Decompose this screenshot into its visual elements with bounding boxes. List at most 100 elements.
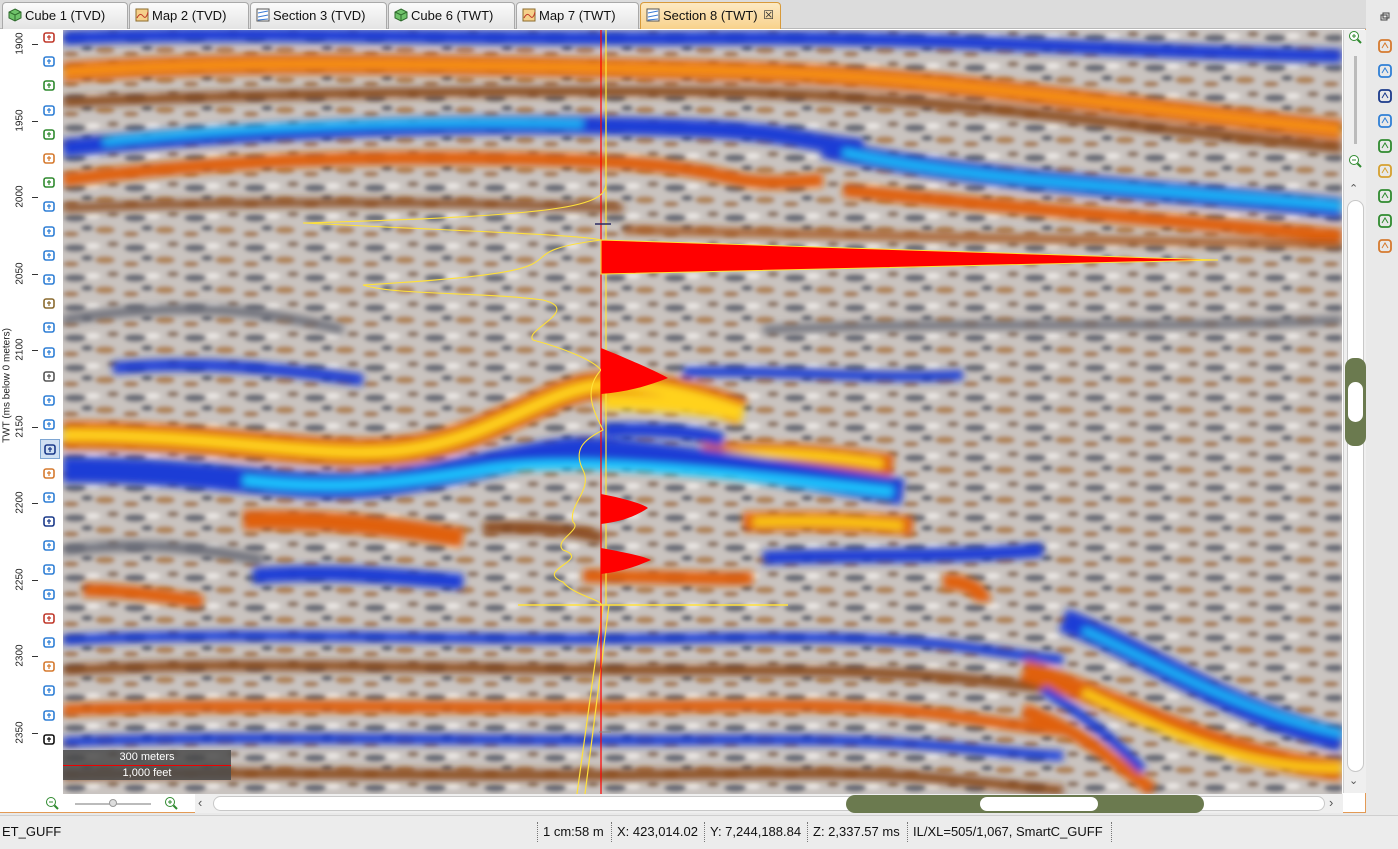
vertical-zoom-slider[interactable]: [1354, 56, 1357, 144]
down-icon[interactable]: [40, 730, 60, 750]
annotate-icon[interactable]: [40, 246, 60, 266]
map-tool-icon[interactable]: [1376, 237, 1394, 255]
crop-icon[interactable]: [40, 318, 60, 338]
marker-icon[interactable]: [40, 609, 60, 629]
next-view-icon[interactable]: [40, 173, 60, 193]
vertical-scrollbar[interactable]: ⌃ ⌄: [1343, 30, 1366, 793]
axis-tick-label: 2200: [14, 491, 26, 514]
axis-tick-mark: [32, 44, 38, 45]
split-icon[interactable]: [40, 585, 60, 605]
seismic-section-canvas[interactable]: [63, 30, 1342, 794]
tab-label: Cube 6 (TWT): [411, 8, 494, 23]
layer-icon[interactable]: [40, 343, 60, 363]
axis-tick-label: 2050: [14, 261, 26, 285]
scale-feet: 1,000 feet: [63, 765, 231, 780]
stretch-icon[interactable]: [40, 294, 60, 314]
nav-up-icon[interactable]: [40, 28, 60, 48]
settings-icon[interactable]: [40, 391, 60, 411]
axis-tick-label: 1950: [14, 108, 26, 132]
scroll-down-arrow[interactable]: ⌄: [1349, 775, 1359, 787]
axis-tick-mark: [32, 350, 38, 351]
faults-icon[interactable]: [1376, 187, 1394, 205]
tab-map-7[interactable]: Map 7 (TWT): [516, 2, 639, 29]
axis-tick-mark: [32, 579, 38, 581]
zoom-in-icon[interactable]: [164, 796, 178, 810]
axis-tick-mark: [32, 120, 38, 122]
axis-tick-label: 2350: [14, 720, 26, 744]
properties-icon[interactable]: [40, 367, 60, 387]
status-project: ET_GUFF: [2, 824, 62, 839]
attribute-icon[interactable]: [40, 488, 60, 508]
close-tab-icon[interactable]: ☒: [763, 8, 774, 22]
correlate-icon[interactable]: [40, 657, 60, 677]
scroll-up-arrow[interactable]: ⌃: [1349, 183, 1359, 195]
vertical-scroll-thumb[interactable]: [1345, 358, 1366, 446]
pick-icon[interactable]: [40, 222, 60, 242]
interpret-icon[interactable]: [1376, 87, 1394, 105]
zoom-region-icon[interactable]: [40, 52, 60, 72]
well-icon[interactable]: [40, 464, 60, 484]
axis-tick-label: 2150: [14, 414, 26, 438]
horizontal-zoom-slider[interactable]: [75, 799, 151, 807]
horizon-icon[interactable]: [1376, 137, 1394, 155]
tab-label: Map 2 (TVD): [152, 8, 227, 23]
status-x: X: 423,014.02: [617, 824, 698, 839]
connect-icon[interactable]: [40, 415, 60, 435]
zoom-in-icon[interactable]: [1348, 30, 1362, 44]
axis-tick-label: 2250: [14, 567, 26, 591]
zoom-in-tool-icon[interactable]: [40, 125, 60, 145]
scale-bar: 300 meters 1,000 feet: [63, 750, 231, 780]
polygon-icon[interactable]: [40, 536, 60, 556]
columns-icon[interactable]: [1376, 112, 1394, 130]
zoom-out-tool-icon[interactable]: [40, 149, 60, 169]
status-y: Y: 7,244,188.84: [710, 824, 802, 839]
zoom-out-icon[interactable]: [45, 796, 59, 810]
tie-icon[interactable]: [40, 633, 60, 653]
section-icon: [646, 8, 660, 22]
status-z: Z: 2,337.57 ms: [813, 824, 900, 839]
tab-cube-6[interactable]: Cube 6 (TWT): [388, 2, 515, 29]
refresh-icon[interactable]: [40, 197, 60, 217]
vertical-scroll-track[interactable]: [1347, 200, 1364, 772]
surfaces-icon[interactable]: [1376, 162, 1394, 180]
horizontal-zoom-bar: [40, 794, 190, 813]
tab-label: Cube 1 (TVD): [25, 8, 106, 23]
spacing-icon[interactable]: [40, 681, 60, 701]
pan-icon[interactable]: [40, 101, 60, 121]
measure-icon[interactable]: [40, 270, 60, 290]
axis-tick-label: 2100: [14, 338, 26, 361]
pointer-icon[interactable]: [40, 512, 60, 532]
tab-label: Section 8 (TWT): [663, 8, 758, 23]
grid-icon[interactable]: [40, 560, 60, 580]
axis-tick-mark: [32, 732, 38, 734]
cube-icon: [8, 8, 22, 22]
axis-tick-mark: [32, 197, 38, 198]
tab-label: Section 3 (TVD): [273, 8, 366, 23]
section-tool-icon[interactable]: [40, 439, 60, 460]
zoom-out-icon[interactable]: [1348, 154, 1362, 168]
tab-label: Map 7 (TWT): [539, 8, 616, 23]
tab-cube-1[interactable]: Cube 1 (TVD): [2, 2, 128, 29]
restore-view-icon[interactable]: [1378, 10, 1392, 24]
tab-section-3[interactable]: Section 3 (TVD): [250, 2, 387, 29]
tab-section-8[interactable]: Section 8 (TWT) ☒: [640, 2, 781, 29]
status-bar: ET_GUFF 1 cm:58 m X: 423,014.02 Y: 7,244…: [0, 815, 1398, 849]
horizontal-scrollbar[interactable]: ‹ ›: [195, 794, 1343, 813]
fit-view-icon[interactable]: [40, 76, 60, 96]
scroll-right-arrow[interactable]: ›: [1329, 795, 1334, 810]
well-section-icon[interactable]: [1376, 62, 1394, 80]
section-icon: [256, 8, 270, 22]
cube-view-icon[interactable]: [1376, 212, 1394, 230]
tab-map-2[interactable]: Map 2 (TVD): [129, 2, 249, 29]
scale-meters: 300 meters: [119, 751, 175, 763]
axis-tick-label: 2000: [14, 185, 26, 208]
scroll-left-arrow[interactable]: ‹: [198, 795, 203, 810]
axis-tick-mark: [32, 426, 38, 428]
horizontal-scroll-thumb[interactable]: [846, 795, 1204, 813]
settings-icon[interactable]: [1376, 37, 1394, 55]
axis-tick-label: 2300: [14, 644, 26, 667]
axis-title: TWT (ms below 0 meters): [1, 328, 13, 443]
status-scale: 1 cm:58 m: [543, 824, 604, 839]
status-ilxl: IL/XL=505/1,067, SmartC_GUFF: [913, 824, 1103, 839]
scale-icon[interactable]: [40, 706, 60, 726]
